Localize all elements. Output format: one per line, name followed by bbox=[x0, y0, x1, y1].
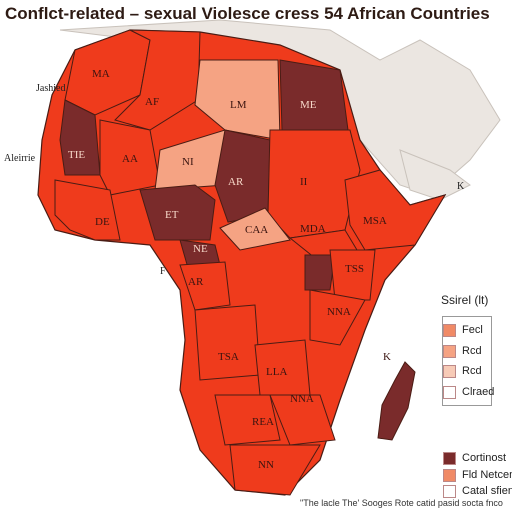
legend-swatch bbox=[443, 484, 456, 498]
legend-label: Fecl bbox=[462, 324, 483, 336]
country-region bbox=[59, 99, 101, 176]
country-region bbox=[194, 59, 281, 141]
country-region bbox=[219, 207, 291, 251]
country-region bbox=[54, 179, 121, 241]
country-region bbox=[304, 254, 336, 291]
side-label: K bbox=[457, 181, 465, 192]
legend-item: Fld Netcent bbox=[443, 466, 512, 484]
country-label: MA bbox=[92, 68, 110, 80]
country-label: NE bbox=[193, 243, 208, 255]
legend-swatch bbox=[443, 468, 456, 482]
legend-item: Fecl bbox=[443, 321, 483, 339]
legend-item: Rcd bbox=[443, 342, 482, 360]
legend-label: Cortinost bbox=[462, 452, 507, 464]
country-label: DE bbox=[95, 216, 110, 228]
legend-swatch bbox=[443, 364, 456, 378]
legend-label: Clraed bbox=[462, 386, 495, 398]
side-label: Jashied bbox=[36, 83, 66, 94]
legend-swatch bbox=[443, 451, 456, 465]
country-label: CAA bbox=[245, 224, 268, 236]
country-label: REA bbox=[252, 416, 274, 428]
page-title: Conflct-related – sexual Violesce cress … bbox=[5, 4, 490, 23]
country-label: MDA bbox=[300, 223, 326, 235]
legend-item: Catal sfiend bbox=[443, 482, 512, 500]
land-background bbox=[399, 149, 471, 201]
country-region bbox=[309, 289, 366, 346]
country-label: TSS bbox=[345, 263, 364, 275]
country-label: ME bbox=[300, 99, 317, 111]
country-region bbox=[279, 59, 349, 131]
country-label: AF bbox=[145, 96, 159, 108]
legend-label: Fld Netcent bbox=[462, 469, 512, 481]
side-label: F bbox=[160, 266, 166, 277]
legend-label: Rcd bbox=[462, 345, 482, 357]
country-label: AA bbox=[122, 153, 138, 165]
legend-box bbox=[442, 316, 492, 406]
country-label: AR bbox=[188, 276, 204, 288]
country-label: LM bbox=[230, 99, 247, 111]
country-label: NN bbox=[258, 459, 274, 471]
country-region bbox=[329, 249, 376, 301]
country-region bbox=[114, 29, 201, 131]
country-label: AR bbox=[228, 176, 244, 188]
legend-title: Ssirel (lt) bbox=[441, 293, 489, 307]
country-label: TSA bbox=[218, 351, 239, 363]
country-region bbox=[269, 394, 336, 446]
legend-item: Rcd bbox=[443, 362, 482, 380]
legend-item: Cortinost bbox=[443, 449, 506, 467]
country-region bbox=[139, 184, 216, 241]
legend-item: Clraed bbox=[443, 383, 494, 401]
country-region bbox=[344, 169, 447, 251]
footnote: "The lacle The' Sooges Rote catid pasid … bbox=[300, 498, 503, 508]
country-label: TIE bbox=[68, 149, 85, 161]
country-label: MSA bbox=[363, 215, 387, 227]
legend-swatch bbox=[443, 323, 456, 337]
country-region bbox=[377, 361, 416, 441]
country-region bbox=[194, 304, 261, 381]
side-label: Aleirrie bbox=[4, 153, 36, 164]
legend-swatch bbox=[443, 385, 456, 399]
country-region bbox=[99, 119, 161, 196]
legend-swatch bbox=[443, 344, 456, 358]
country-label: II bbox=[300, 176, 308, 188]
country-label: NNA bbox=[290, 393, 314, 405]
legend-label: Catal sfiend bbox=[462, 485, 512, 497]
legend-label: Rcd bbox=[462, 365, 482, 377]
country-label: ET bbox=[165, 209, 179, 221]
country-region bbox=[229, 444, 321, 496]
country-label: K bbox=[383, 351, 391, 363]
country-label: NI bbox=[182, 156, 194, 168]
country-label: NNA bbox=[327, 306, 351, 318]
country-region bbox=[179, 261, 231, 311]
country-region bbox=[214, 394, 281, 446]
country-label: LLA bbox=[266, 366, 287, 378]
